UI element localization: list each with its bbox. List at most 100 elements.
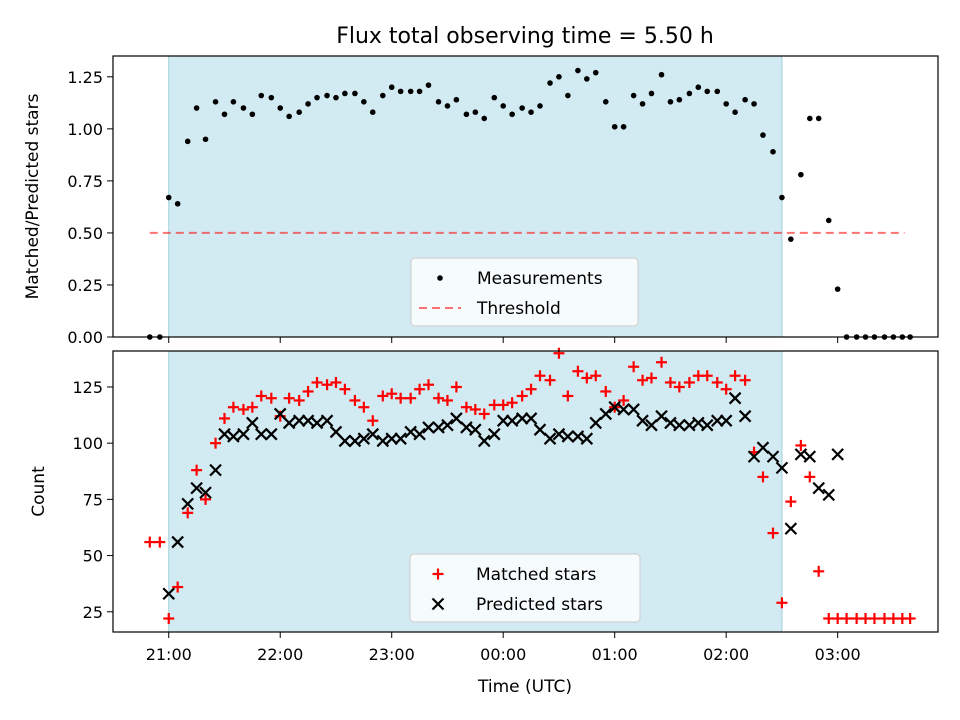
predicted-star-point: [488, 427, 501, 441]
count-plot-frame: [112, 350, 939, 633]
predicted-star-point: [162, 587, 176, 601]
measurement-point: [575, 67, 581, 74]
matched-star-point: [423, 379, 435, 391]
matched-star-point: [904, 613, 916, 625]
predicted-star-point: [292, 414, 306, 427]
matched-star-point: [664, 376, 676, 388]
measurement-point: [397, 88, 404, 95]
measurement-point: [481, 115, 488, 122]
predicted-star-point: [246, 416, 259, 430]
predicted-star-point: [683, 418, 696, 432]
matched-star-point: [210, 437, 222, 449]
matched-star-point: [841, 613, 853, 625]
measurement-point: [751, 101, 757, 107]
measurement-point: [333, 94, 339, 101]
measurement-point: [639, 101, 646, 107]
matched-star-point: [720, 383, 732, 395]
matched-star-point: [414, 383, 426, 395]
matched-star-point: [534, 370, 546, 382]
matched-star-point: [227, 401, 239, 413]
matched-star-point: [377, 390, 389, 402]
measurement-point: [453, 96, 460, 103]
measurement-point: [277, 105, 284, 111]
matched-star-point: [163, 613, 175, 625]
predicted-star-point: [265, 427, 278, 441]
matched-star-point: [600, 385, 612, 397]
matched-star-point: [433, 392, 445, 404]
measurement-point: [286, 113, 292, 120]
predicted-star-point: [441, 418, 454, 432]
measurement-point: [305, 101, 311, 107]
matched-star-point: [191, 464, 203, 476]
measurement-point: [676, 96, 683, 103]
legend-label-matched: Matched stars: [476, 565, 596, 585]
matched-star-point: [302, 385, 314, 397]
legend-marker-matched: [432, 568, 444, 580]
measurement-points: [146, 67, 913, 340]
predicted-star-point: [738, 409, 752, 423]
predicted-star-point: [366, 427, 380, 441]
matched-star-point: [265, 392, 277, 404]
matched-star-point: [293, 394, 305, 406]
predicted-star-point: [766, 450, 780, 463]
measurement-point: [611, 123, 618, 130]
matched-star-point: [516, 390, 528, 402]
predicted-star-point: [505, 414, 519, 427]
matched-star-point: [656, 356, 668, 368]
matched-star-point: [321, 379, 333, 391]
matched-star-point: [757, 471, 769, 483]
predicted-star-point: [385, 432, 398, 445]
predicted-star-point: [692, 416, 705, 430]
matched-star-point: [349, 394, 361, 406]
predicted-star-point: [599, 407, 613, 421]
predicted-star-point: [589, 416, 603, 430]
matched-star-point: [311, 376, 323, 388]
predicted-star-point: [394, 432, 407, 445]
measurement-point: [528, 109, 534, 115]
predicted-star-point: [171, 535, 184, 549]
measurement-point: [547, 80, 553, 86]
y-tick-label: 25: [83, 603, 103, 622]
predicted-star-point: [199, 486, 212, 499]
measurement-point: [584, 76, 590, 82]
predicted-star-point: [655, 409, 668, 423]
measurement-point: [379, 92, 386, 99]
y-tick-label: 0.50: [67, 224, 103, 243]
predicted-star-point: [460, 421, 473, 434]
predicted-star-point: [831, 448, 844, 461]
measurement-point: [667, 98, 674, 105]
measurement-point: [463, 111, 470, 118]
matched-star-point: [813, 565, 825, 577]
matched-star-point: [283, 392, 295, 404]
predicted-star-point: [822, 488, 836, 502]
measurement-point: [602, 98, 609, 105]
predicted-star-point: [700, 418, 714, 432]
legend-label-predicted: Predicted stars: [476, 595, 603, 615]
predicted-star-point: [422, 421, 435, 434]
predicted-star-point: [181, 497, 194, 511]
predicted-star-point: [608, 400, 621, 414]
matched-star-point: [525, 383, 537, 395]
matched-star-point: [553, 347, 565, 359]
measurement-point: [193, 105, 200, 111]
legend-marker-predicted: [431, 597, 445, 611]
measurement-point: [435, 98, 442, 105]
measurement-point: [779, 194, 785, 201]
count-legend: Matched stars Predicted stars: [409, 553, 641, 623]
measurement-point: [249, 111, 256, 118]
matched-star-point: [645, 372, 657, 384]
predicted-star-point: [645, 418, 658, 432]
measurement-point: [472, 109, 479, 115]
matched-star-point: [628, 361, 640, 373]
legend-box: [410, 257, 639, 327]
measurement-point: [500, 103, 507, 109]
matched-star-point: [200, 493, 212, 505]
matched-star-point: [618, 394, 630, 406]
matched-star-point: [255, 390, 267, 402]
matched-star-point: [776, 597, 788, 609]
measurement-point: [658, 71, 665, 78]
matched-star-point: [785, 496, 797, 508]
measurement-point: [815, 115, 822, 122]
predicted-star-point: [756, 441, 770, 454]
measurement-point: [240, 105, 247, 111]
